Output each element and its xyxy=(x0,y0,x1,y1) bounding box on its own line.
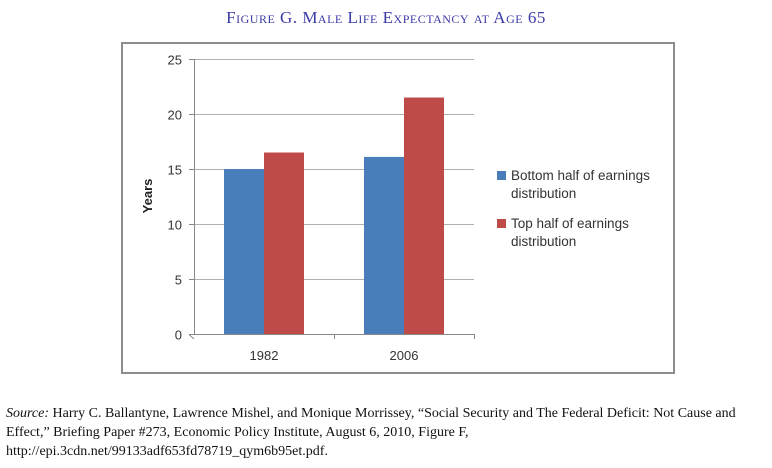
bar-2006-top-half xyxy=(404,97,444,334)
y-tick-label-15: 15 xyxy=(168,163,182,178)
figure-title: Figure G. Male Life Expectancy at Age 65 xyxy=(226,8,546,27)
y-tick-label-10: 10 xyxy=(168,218,182,233)
x-tick-label-1982: 1982 xyxy=(250,348,279,363)
bar-1982-bottom-half xyxy=(224,169,264,334)
source-note: Source: Harry C. Ballantyne, Lawrence Mi… xyxy=(6,404,772,461)
y-tick-label-20: 20 xyxy=(168,108,182,123)
y-axis-label: Years xyxy=(140,179,155,214)
legend: Bottom half of earnings distribution Top… xyxy=(497,167,657,263)
legend-label-bottom-half: Bottom half of earnings distribution xyxy=(511,168,650,201)
legend-label-top-half: Top half of earnings distribution xyxy=(511,216,629,249)
legend-swatch-bottom-half xyxy=(497,171,506,180)
y-tick-label-0: 0 xyxy=(175,328,182,343)
y-tick-label-5: 5 xyxy=(175,273,182,288)
x-tick-start xyxy=(188,334,195,340)
y-tick-label-25: 25 xyxy=(168,53,182,68)
bar-2006-bottom-half xyxy=(364,156,404,334)
x-tick-label-2006: 2006 xyxy=(390,348,419,363)
legend-item-bottom-half: Bottom half of earnings distribution xyxy=(497,167,657,203)
legend-swatch-top-half xyxy=(497,219,506,228)
chart-frame xyxy=(121,42,675,374)
source-text: Harry C. Ballantyne, Lawrence Mishel, an… xyxy=(6,406,736,459)
bar-1982-top-half xyxy=(264,152,304,334)
source-label: Source: xyxy=(6,406,50,421)
legend-item-top-half: Top half of earnings distribution xyxy=(497,215,657,251)
